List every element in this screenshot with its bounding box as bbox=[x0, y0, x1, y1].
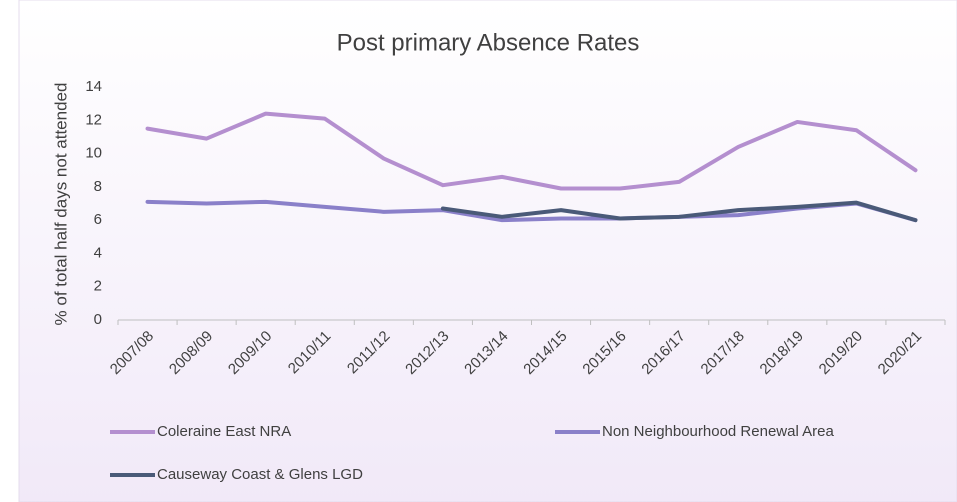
chart-title: Post primary Absence Rates bbox=[337, 29, 640, 56]
y-tick-label: 4 bbox=[94, 244, 102, 261]
y-tick-label: 6 bbox=[94, 211, 102, 228]
line-series bbox=[145, 111, 918, 191]
chart-frame bbox=[18, 0, 957, 502]
y-axis-title: % of total half days not attended bbox=[51, 83, 70, 326]
y-tick-label: 10 bbox=[85, 145, 102, 162]
y-tick-label: 8 bbox=[94, 178, 102, 195]
legend-label: Non Neighbourhood Renewal Area bbox=[602, 423, 834, 440]
y-tick-label: 0 bbox=[94, 311, 102, 328]
line-series bbox=[440, 200, 918, 223]
y-tick-label: 14 bbox=[85, 78, 102, 95]
legend-label: Coleraine East NRA bbox=[157, 423, 291, 440]
legend-label: Causeway Coast & Glens LGD bbox=[157, 466, 363, 483]
y-tick-label: 12 bbox=[85, 111, 102, 128]
y-tick-label: 2 bbox=[94, 278, 102, 295]
line-series bbox=[145, 199, 918, 223]
